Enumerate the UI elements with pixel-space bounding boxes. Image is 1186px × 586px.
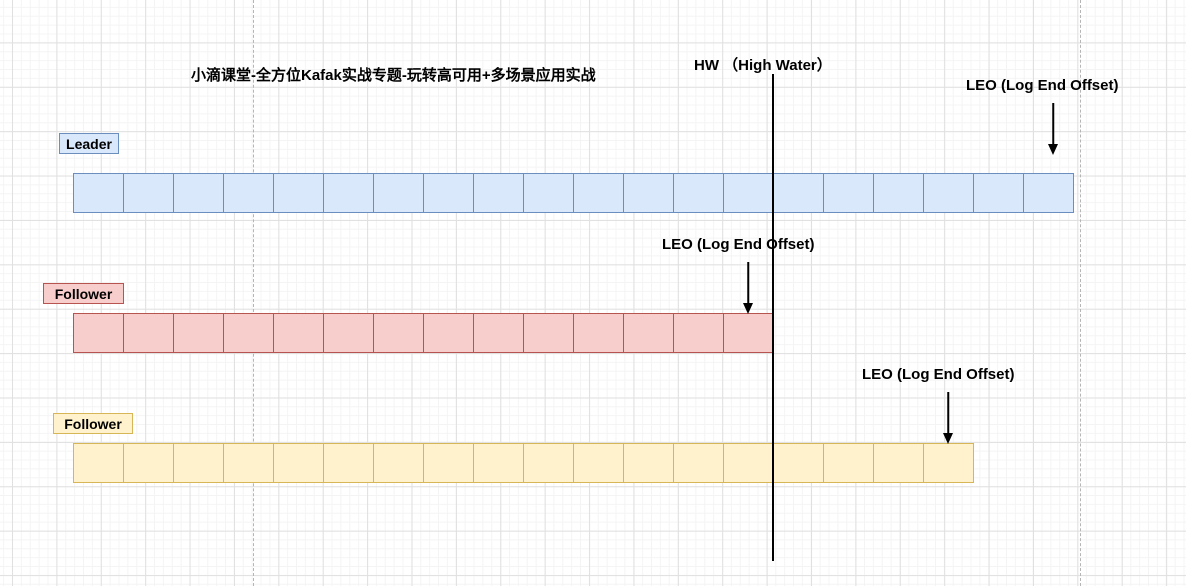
arrow-head bbox=[1048, 144, 1058, 155]
leo-label-follower-1: LEO (Log End Offset) bbox=[662, 236, 815, 253]
diagram-title: 小滴课堂-全方位Kafak实战专题-玩转高可用+多场景应用实战 bbox=[191, 67, 596, 84]
log-segment bbox=[924, 174, 974, 212]
log-segment bbox=[924, 444, 973, 482]
leo-label-follower-2: LEO (Log End Offset) bbox=[862, 366, 1015, 383]
log-segment bbox=[74, 444, 124, 482]
log-segment bbox=[724, 314, 773, 352]
log-segment bbox=[574, 314, 624, 352]
follower-tag-1: Follower bbox=[43, 283, 124, 304]
log-segment bbox=[524, 174, 574, 212]
log-segment bbox=[374, 314, 424, 352]
log-segment bbox=[624, 444, 674, 482]
page-divider-right bbox=[1080, 0, 1081, 586]
page-divider-left bbox=[253, 0, 254, 586]
follower-log-bar-2 bbox=[73, 443, 974, 483]
log-segment bbox=[424, 314, 474, 352]
log-segment bbox=[974, 174, 1024, 212]
log-segment bbox=[824, 174, 874, 212]
arrow-shaft bbox=[1052, 103, 1054, 147]
arrow-shaft bbox=[747, 262, 749, 306]
hw-label: HW （High Water） bbox=[694, 57, 832, 74]
log-segment bbox=[224, 174, 274, 212]
log-segment bbox=[74, 174, 124, 212]
log-segment bbox=[824, 444, 874, 482]
log-segment bbox=[724, 444, 774, 482]
log-segment bbox=[224, 444, 274, 482]
log-segment bbox=[724, 174, 774, 212]
log-segment bbox=[274, 444, 324, 482]
down-arrow-icon bbox=[942, 392, 954, 444]
log-segment bbox=[474, 314, 524, 352]
log-segment bbox=[374, 444, 424, 482]
log-segment bbox=[324, 314, 374, 352]
log-segment bbox=[524, 444, 574, 482]
log-segment bbox=[624, 174, 674, 212]
leader-tag: Leader bbox=[59, 133, 119, 154]
log-segment bbox=[74, 314, 124, 352]
log-segment bbox=[574, 174, 624, 212]
log-segment bbox=[274, 314, 324, 352]
log-segment bbox=[224, 314, 274, 352]
follower-tag-2: Follower bbox=[53, 413, 133, 434]
log-segment bbox=[474, 444, 524, 482]
log-segment bbox=[774, 444, 824, 482]
log-segment bbox=[524, 314, 574, 352]
log-segment bbox=[1024, 174, 1073, 212]
log-segment bbox=[124, 174, 174, 212]
log-segment bbox=[674, 444, 724, 482]
log-segment bbox=[374, 174, 424, 212]
follower-log-bar-1 bbox=[73, 313, 774, 353]
log-segment bbox=[174, 174, 224, 212]
log-segment bbox=[774, 174, 824, 212]
log-segment bbox=[274, 174, 324, 212]
leo-label-leader: LEO (Log End Offset) bbox=[966, 77, 1119, 94]
log-segment bbox=[324, 444, 374, 482]
log-segment bbox=[124, 314, 174, 352]
arrow-head bbox=[743, 303, 753, 314]
down-arrow-icon bbox=[1047, 103, 1059, 155]
log-segment bbox=[574, 444, 624, 482]
down-arrow-icon bbox=[742, 262, 754, 314]
log-segment bbox=[874, 444, 924, 482]
log-segment bbox=[674, 174, 724, 212]
leader-log-bar bbox=[73, 173, 1074, 213]
log-segment bbox=[324, 174, 374, 212]
log-segment bbox=[474, 174, 524, 212]
log-segment bbox=[424, 174, 474, 212]
log-segment bbox=[174, 444, 224, 482]
log-segment bbox=[874, 174, 924, 212]
log-segment bbox=[674, 314, 724, 352]
hw-line bbox=[772, 74, 774, 561]
log-segment bbox=[424, 444, 474, 482]
arrow-shaft bbox=[947, 392, 949, 436]
arrow-head bbox=[943, 433, 953, 444]
log-segment bbox=[174, 314, 224, 352]
log-segment bbox=[124, 444, 174, 482]
log-segment bbox=[624, 314, 674, 352]
